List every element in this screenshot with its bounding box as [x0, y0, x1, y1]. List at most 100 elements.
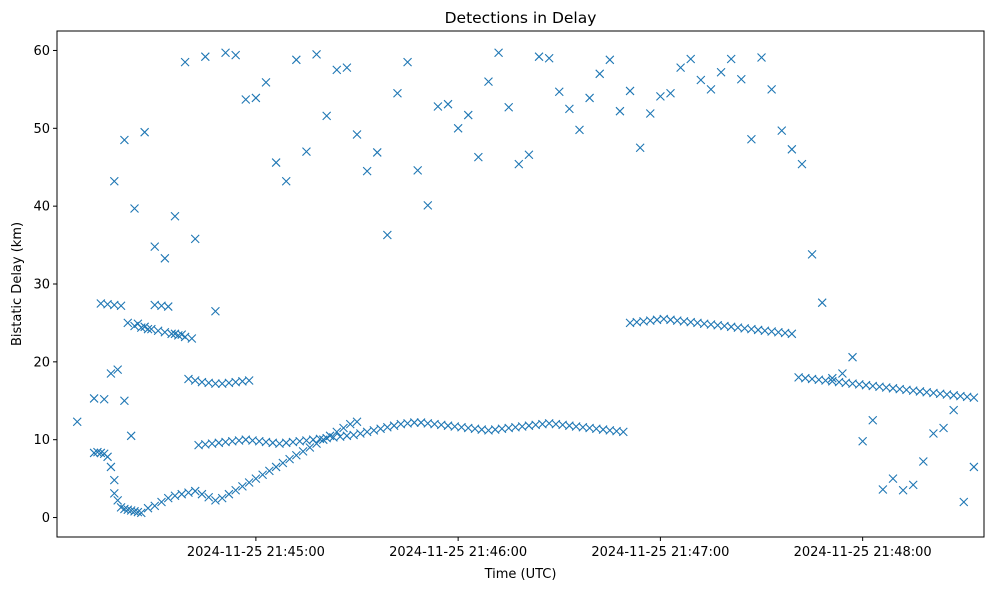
data-point — [113, 365, 123, 375]
data-point — [575, 125, 584, 135]
data-point — [949, 405, 959, 415]
data-point — [767, 84, 777, 94]
data-point — [190, 234, 200, 244]
data-point — [645, 109, 655, 118]
data-point — [656, 92, 665, 101]
data-point — [514, 159, 524, 169]
data-point — [534, 52, 544, 62]
data-point — [103, 452, 112, 462]
data-point — [72, 417, 82, 427]
x-axis: 2024-11-25 21:45:00 2024-11-25 21:46:00 20… — [187, 537, 932, 560]
data-point — [827, 373, 837, 383]
data-point — [109, 176, 119, 186]
data-point — [484, 77, 493, 86]
data-point — [211, 306, 220, 316]
data-point — [133, 319, 143, 329]
data-point — [838, 369, 847, 378]
x-axis-label: Time (UTC) — [484, 567, 557, 582]
data-point — [362, 166, 372, 176]
data-point — [564, 104, 574, 114]
data-point — [123, 318, 133, 328]
x-tick-label: 2024-11-25 21:48:00 — [794, 545, 932, 560]
data-point — [382, 230, 392, 240]
data-point — [352, 417, 362, 427]
data-point — [143, 503, 153, 513]
data-point — [221, 48, 230, 58]
data-point — [231, 50, 241, 60]
data-point — [211, 496, 220, 505]
data-point — [858, 436, 868, 446]
data-point — [180, 332, 190, 342]
data-point — [180, 57, 190, 67]
data-point — [163, 302, 173, 311]
data-point — [285, 454, 294, 464]
data-point — [278, 458, 288, 468]
data-point — [524, 150, 534, 160]
data-point — [443, 99, 453, 109]
data-point — [939, 423, 948, 433]
y-tick-label: 40 — [33, 200, 50, 215]
data-point — [251, 93, 261, 103]
data-point — [157, 497, 166, 507]
y-axis-label: Bistatic Delay (km) — [10, 222, 25, 346]
data-point — [595, 69, 605, 79]
data-point — [339, 423, 348, 433]
data-point — [312, 49, 321, 59]
y-tick-label: 0 — [42, 511, 50, 526]
data-point — [106, 369, 116, 378]
data-point — [123, 505, 133, 515]
data-point — [190, 486, 200, 496]
data-point — [264, 466, 274, 476]
data-point — [258, 470, 268, 480]
data-point — [918, 457, 928, 466]
data-point — [696, 75, 706, 85]
data-point — [618, 427, 628, 437]
data-point — [473, 152, 483, 162]
data-point — [888, 474, 898, 484]
data-point — [130, 506, 139, 516]
data-point — [332, 65, 342, 75]
data-point — [261, 77, 271, 87]
data-point — [615, 106, 625, 116]
data-point — [224, 489, 234, 499]
data-point — [120, 396, 129, 406]
data-point — [146, 324, 156, 334]
data-point — [140, 127, 150, 137]
data-point — [89, 394, 99, 403]
data-point — [716, 67, 726, 77]
data-point — [959, 497, 969, 507]
data-point — [244, 376, 254, 385]
data-point — [93, 447, 102, 457]
data-point — [777, 126, 787, 136]
data-point — [140, 322, 150, 332]
data-point — [322, 111, 332, 121]
data-point — [362, 427, 372, 437]
data-point — [238, 482, 247, 491]
data-point — [106, 462, 116, 472]
data-point — [187, 334, 197, 343]
data-point — [747, 134, 756, 144]
data-point — [113, 496, 123, 505]
data-point — [494, 48, 503, 58]
data-point — [969, 462, 979, 472]
y-tick-label: 20 — [33, 355, 50, 370]
data-point — [369, 425, 379, 435]
data-point — [291, 55, 301, 65]
data-point — [736, 74, 746, 84]
data-point — [150, 242, 160, 252]
data-point — [241, 95, 251, 104]
data-point — [126, 431, 136, 441]
data-point — [372, 148, 382, 157]
data-point — [403, 57, 412, 67]
y-tick-label: 30 — [33, 278, 50, 293]
x-tick-label: 2024-11-25 21:46:00 — [389, 545, 527, 560]
data-point — [349, 430, 359, 440]
data-point — [848, 352, 857, 362]
data-point — [352, 130, 362, 139]
y-tick-label: 10 — [33, 433, 50, 448]
data-point — [133, 507, 143, 517]
data-point — [332, 427, 342, 437]
data-point — [251, 474, 261, 484]
data-point — [898, 485, 908, 495]
data-point — [726, 54, 736, 64]
